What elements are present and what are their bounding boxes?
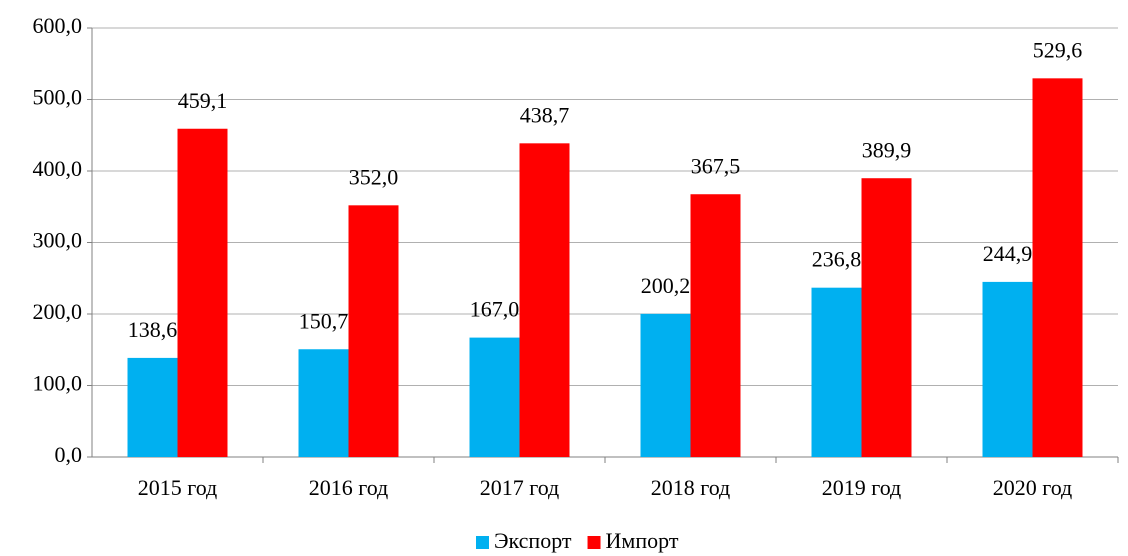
x-tick-label: 2017 год [480, 475, 560, 500]
bar [1032, 78, 1083, 457]
data-label: 367,5 [691, 153, 741, 178]
y-tick-label: 600,0 [33, 13, 83, 38]
data-label: 438,7 [520, 102, 570, 127]
x-tick-label: 2016 год [309, 475, 389, 500]
data-label: 459,1 [178, 88, 228, 113]
bar [127, 357, 178, 457]
legend-swatch [587, 536, 601, 549]
x-tick-label: 2019 год [822, 475, 902, 500]
data-label: 150,7 [299, 308, 349, 333]
legend-label: Импорт [606, 528, 679, 553]
y-tick-label: 0,0 [55, 442, 83, 467]
bar [861, 178, 912, 457]
y-tick-label: 400,0 [33, 156, 83, 181]
y-tick-label: 100,0 [33, 371, 83, 396]
data-label: 244,9 [983, 241, 1033, 266]
x-tick-label: 2020 год [993, 475, 1073, 500]
bar [177, 128, 228, 457]
legend-label: Экспорт [494, 528, 572, 553]
data-label: 200,2 [641, 273, 691, 298]
bar [348, 205, 399, 457]
data-label: 138,6 [128, 317, 178, 342]
y-tick-label: 200,0 [33, 299, 83, 324]
bar [519, 143, 570, 457]
data-label: 389,9 [862, 137, 912, 162]
data-label: 529,6 [1033, 37, 1083, 62]
x-tick-label: 2015 год [138, 475, 218, 500]
y-tick-label: 300,0 [33, 228, 83, 253]
data-label: 167,0 [470, 297, 520, 322]
legend-swatch [476, 536, 489, 549]
bar [298, 349, 349, 457]
bar [640, 313, 691, 457]
x-tick-label: 2018 год [651, 475, 731, 500]
data-label: 236,8 [812, 247, 862, 272]
bar [811, 287, 862, 457]
bar [690, 194, 741, 458]
bar [982, 281, 1033, 457]
y-tick-label: 500,0 [33, 85, 83, 110]
data-label: 352,0 [349, 164, 399, 189]
bar [469, 337, 520, 457]
